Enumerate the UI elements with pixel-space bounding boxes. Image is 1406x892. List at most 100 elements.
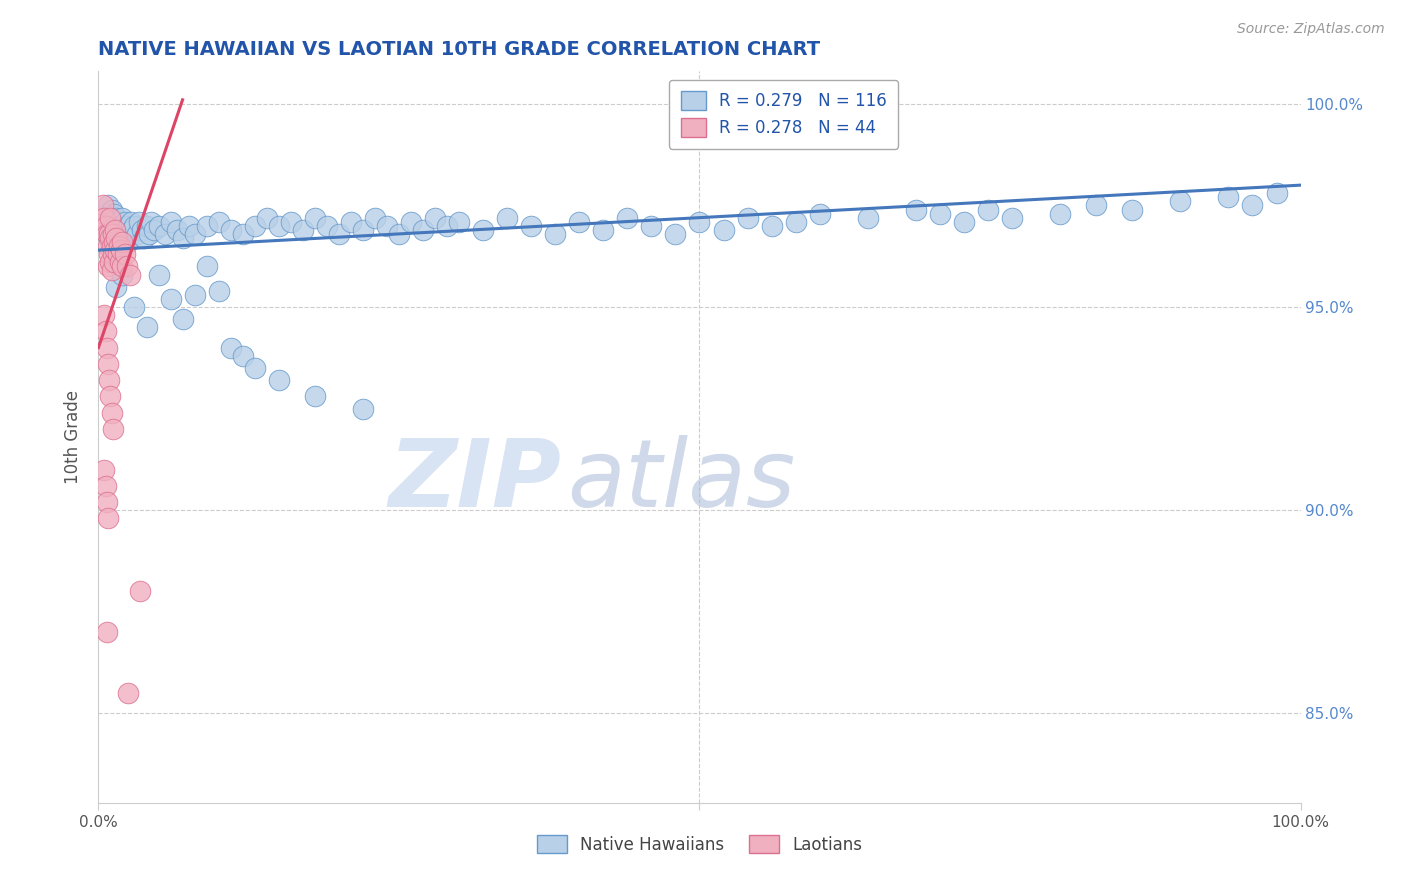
Point xyxy=(304,389,326,403)
Point xyxy=(98,227,121,241)
Point xyxy=(129,584,152,599)
Point xyxy=(328,227,350,241)
Point xyxy=(108,235,131,249)
Point xyxy=(117,219,139,233)
Point xyxy=(928,206,950,220)
Point xyxy=(111,235,134,249)
Point xyxy=(135,320,157,334)
Point xyxy=(121,223,143,237)
Point xyxy=(114,215,136,229)
Text: Source: ZipAtlas.com: Source: ZipAtlas.com xyxy=(1237,22,1385,37)
Point xyxy=(172,231,194,245)
Point xyxy=(100,235,122,249)
Point xyxy=(128,215,150,229)
Point xyxy=(785,215,807,229)
Point xyxy=(104,219,127,233)
Point xyxy=(364,211,387,225)
Point xyxy=(100,239,122,253)
Text: atlas: atlas xyxy=(567,435,796,526)
Point xyxy=(105,211,128,225)
Point xyxy=(101,231,124,245)
Point xyxy=(118,227,141,241)
Point xyxy=(1001,211,1024,225)
Point xyxy=(120,215,142,229)
Point xyxy=(1265,186,1288,201)
Point xyxy=(93,462,115,476)
Point xyxy=(388,227,411,241)
Point xyxy=(97,511,120,525)
Point xyxy=(592,223,614,237)
Point xyxy=(1170,194,1192,209)
Y-axis label: 10th Grade: 10th Grade xyxy=(65,390,83,484)
Point xyxy=(100,211,122,225)
Point xyxy=(124,219,146,233)
Point xyxy=(104,223,127,237)
Point xyxy=(101,215,124,229)
Point xyxy=(761,219,783,233)
Point xyxy=(100,231,122,245)
Point xyxy=(96,227,118,241)
Point xyxy=(375,219,398,233)
Point xyxy=(689,215,711,229)
Point xyxy=(100,255,122,269)
Point xyxy=(117,235,139,249)
Legend: Native Hawaiians, Laotians: Native Hawaiians, Laotians xyxy=(530,829,869,860)
Point xyxy=(98,373,121,387)
Point xyxy=(183,288,205,302)
Point xyxy=(100,263,122,277)
Point xyxy=(110,219,132,233)
Point xyxy=(94,219,117,233)
Point xyxy=(172,312,194,326)
Point xyxy=(1085,198,1108,212)
Point xyxy=(1049,206,1071,220)
Point xyxy=(291,223,314,237)
Point xyxy=(153,227,176,241)
Point xyxy=(107,223,129,237)
Point xyxy=(98,247,121,261)
Point xyxy=(1121,202,1143,217)
Point xyxy=(111,268,134,282)
Point xyxy=(568,215,591,229)
Point xyxy=(104,243,127,257)
Point xyxy=(219,223,242,237)
Point xyxy=(808,206,831,220)
Point xyxy=(544,227,567,241)
Point xyxy=(110,239,132,253)
Point xyxy=(103,206,125,220)
Point xyxy=(96,495,118,509)
Point xyxy=(412,223,434,237)
Point xyxy=(97,239,120,253)
Point xyxy=(118,268,141,282)
Point xyxy=(97,357,120,371)
Point xyxy=(1218,190,1240,204)
Point xyxy=(208,284,231,298)
Point xyxy=(103,255,125,269)
Point xyxy=(219,341,242,355)
Point xyxy=(111,260,134,274)
Point xyxy=(315,219,337,233)
Point xyxy=(664,227,686,241)
Point xyxy=(267,373,290,387)
Point xyxy=(108,215,131,229)
Point xyxy=(135,219,157,233)
Point xyxy=(243,219,266,233)
Point xyxy=(195,219,218,233)
Point xyxy=(352,223,374,237)
Point xyxy=(114,247,136,261)
Point xyxy=(132,231,155,245)
Point xyxy=(100,223,122,237)
Point xyxy=(111,211,134,225)
Point xyxy=(125,227,148,241)
Point xyxy=(93,206,115,220)
Text: ZIP: ZIP xyxy=(388,435,561,527)
Point xyxy=(100,389,122,403)
Point xyxy=(97,198,120,212)
Point xyxy=(142,223,165,237)
Point xyxy=(110,243,132,257)
Point xyxy=(124,300,146,314)
Point xyxy=(713,223,735,237)
Point xyxy=(111,231,134,245)
Point xyxy=(423,211,446,225)
Point xyxy=(304,211,326,225)
Point xyxy=(177,219,200,233)
